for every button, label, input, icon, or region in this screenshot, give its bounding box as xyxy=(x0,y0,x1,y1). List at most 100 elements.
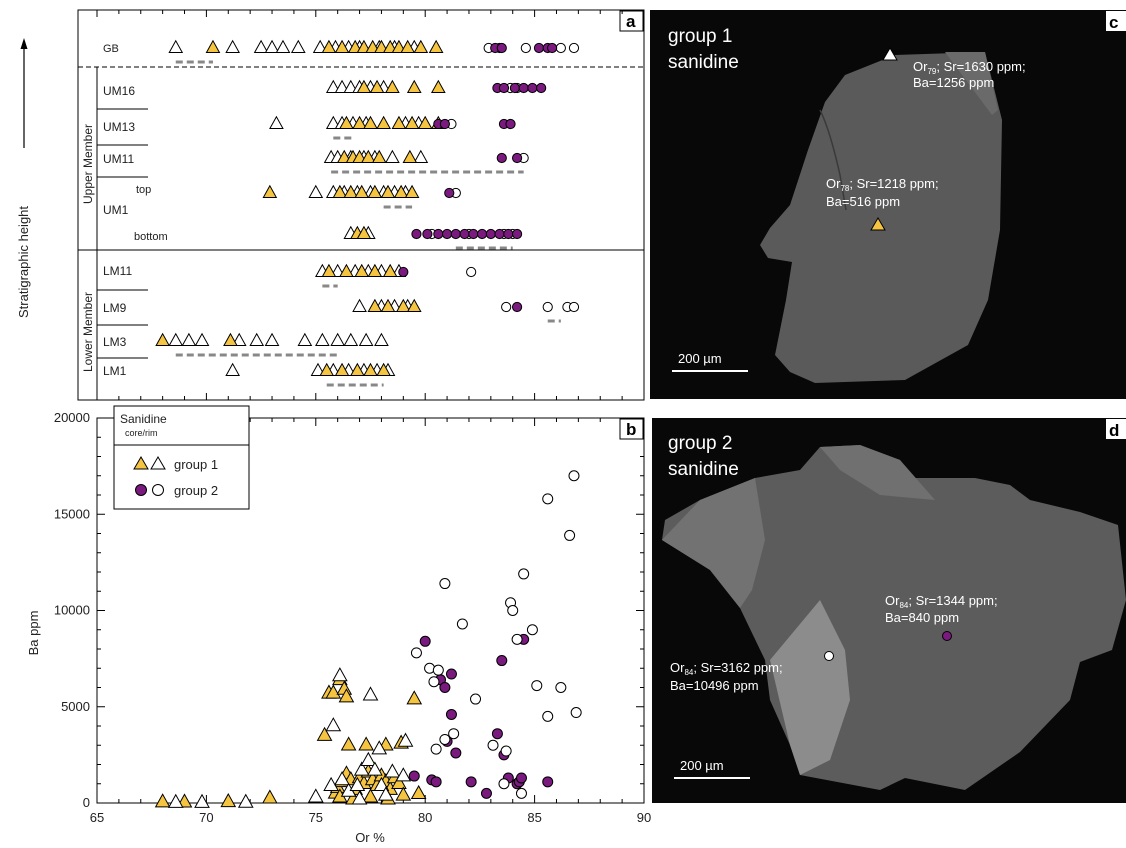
unit-label-gb: GB xyxy=(103,43,119,55)
group-1-rim-point xyxy=(362,686,379,701)
core-triangle xyxy=(363,362,378,376)
panel-a-frame xyxy=(77,9,645,401)
group-2-core-point xyxy=(515,772,527,784)
panel-c: c group 1 sanidine Or79; Sr=1630 ppm; Ba… xyxy=(650,10,1126,399)
panel-d-title-line2: sanidine xyxy=(668,459,739,480)
group-1-rim-point xyxy=(194,793,210,808)
rim-circle xyxy=(501,301,512,313)
legend-group1-rim-triangle-icon xyxy=(150,456,166,470)
core-triangle xyxy=(374,39,389,53)
annotation-c1-line2: Ba=1256 ppm xyxy=(913,75,994,90)
rim-triangle xyxy=(343,332,359,346)
group-2-core-point xyxy=(496,655,508,667)
core-circle xyxy=(511,228,523,240)
group-2-rim-point xyxy=(487,739,499,751)
core-circle xyxy=(536,82,547,94)
core-circle xyxy=(422,228,433,240)
legend-group1-core-triangle-icon xyxy=(133,456,149,470)
core-circle xyxy=(511,301,523,313)
group-1-rim-point xyxy=(325,717,342,732)
core-triangle xyxy=(406,79,422,93)
group-2-rim-point xyxy=(439,578,451,590)
core-triangle xyxy=(321,263,337,277)
legend-group2-rim-circle-icon xyxy=(152,484,164,496)
panel-a-marks xyxy=(155,39,580,387)
core-triangle xyxy=(371,149,387,163)
unit-label-um11: UM11 xyxy=(103,152,134,166)
scale-bar-d-label: 200 µm xyxy=(680,758,724,773)
group-2-rim-point xyxy=(515,787,527,799)
group-2-rim-point xyxy=(428,676,440,688)
core-triangle xyxy=(376,362,391,376)
rim-triangle xyxy=(253,39,269,53)
core-triangle xyxy=(391,39,407,53)
core-triangle xyxy=(363,115,378,129)
core-circle xyxy=(533,42,545,54)
panel-b-marks xyxy=(154,470,582,808)
annotation-c1-sub: 79 xyxy=(927,67,936,76)
rim-triangle xyxy=(358,332,374,346)
annotation-c1-line1: Or79; Sr=1630 ppm; xyxy=(913,59,1026,76)
core-triangle xyxy=(380,298,396,312)
core-circle xyxy=(441,228,453,240)
annotation-d2-sub: 84 xyxy=(684,668,693,677)
group-1-rim-point xyxy=(323,776,339,791)
core-triangle xyxy=(347,39,363,53)
group-1-core-point xyxy=(340,736,357,751)
group-1-core-point xyxy=(358,736,374,751)
group-2-core-point xyxy=(445,708,457,720)
core-triangle xyxy=(382,263,398,277)
y-tick-label: 10000 xyxy=(54,603,90,618)
rim-triangle xyxy=(413,149,429,163)
annotation-d2-or: Or xyxy=(670,660,685,675)
core-triangle xyxy=(205,39,221,53)
sanidine-crystal-d xyxy=(662,445,1126,790)
group-2-core-point xyxy=(439,682,451,693)
core-triangle xyxy=(391,115,407,129)
core-triangle xyxy=(352,115,367,129)
group-2-core-point xyxy=(480,787,492,799)
unit-label-lm3: LM3 xyxy=(103,335,127,349)
core-triangle xyxy=(400,39,416,53)
rim-point-c-triangle-icon xyxy=(882,47,898,61)
core-circle xyxy=(476,228,488,240)
group-2-rim-point xyxy=(568,470,580,482)
group-2-rim-point xyxy=(432,664,444,676)
core-triangle xyxy=(356,79,372,93)
y-tick-label: 0 xyxy=(83,795,90,810)
core-triangle xyxy=(382,39,398,53)
core-triangle xyxy=(376,115,391,129)
rim-circle xyxy=(466,266,477,278)
core-triangle xyxy=(350,362,365,376)
legend-group2-core-circle-icon xyxy=(135,484,147,496)
rim-triangle xyxy=(269,115,284,129)
panel-a-letter: a xyxy=(626,12,636,31)
group-1-rim-point xyxy=(349,776,366,791)
annotation-c2-sub: 78 xyxy=(840,184,849,193)
unit-label-um13: UM13 xyxy=(103,120,135,134)
rim-circle xyxy=(568,42,580,54)
group-2-rim-point xyxy=(555,682,567,693)
group-1-rim-point xyxy=(307,788,324,803)
x-axis-label: Or % xyxy=(355,830,385,845)
core-circle xyxy=(411,228,422,240)
core-circle xyxy=(485,228,496,240)
rim-triangle xyxy=(315,332,330,346)
group-1-rim-point xyxy=(353,761,370,776)
group-1-rim-point xyxy=(384,763,401,778)
core-circle xyxy=(511,152,523,164)
crystal-c-fracture xyxy=(819,109,847,211)
legend-frame xyxy=(113,405,250,510)
group-2-rim-point xyxy=(448,728,460,740)
group-1-rim-point xyxy=(360,751,377,766)
group-1-core-point xyxy=(391,774,407,790)
core-triangle xyxy=(367,184,383,198)
group-1-rim-point xyxy=(373,776,390,791)
y-tick-label: 20000 xyxy=(54,410,90,425)
core-triangle xyxy=(339,263,354,277)
unit-label-bottom: bottom xyxy=(134,231,168,243)
stratigraphic-height-label: Stratigraphic height xyxy=(16,206,31,318)
group-1-rim-point xyxy=(332,667,348,682)
core-triangle xyxy=(395,298,411,312)
x-tick-label: 80 xyxy=(418,810,432,825)
